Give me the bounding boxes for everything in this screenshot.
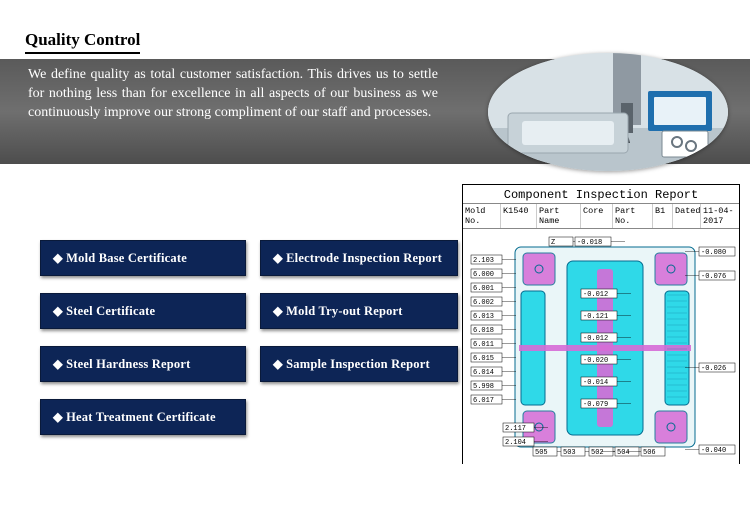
hdr-partname-label: Part Name xyxy=(537,204,581,228)
svg-text:5.998: 5.998 xyxy=(473,383,494,391)
svg-text:Z: Z xyxy=(551,239,555,247)
svg-text:-0.080: -0.080 xyxy=(701,249,726,257)
svg-text:504: 504 xyxy=(617,449,630,457)
svg-text:505: 505 xyxy=(535,449,548,457)
hdr-moldno-label: Mold No. xyxy=(463,204,501,228)
svg-text:6.013: 6.013 xyxy=(473,313,494,321)
button-group: ◆ Mold Base Certificate ◆ Steel Certifica… xyxy=(40,240,460,452)
report-title: Component Inspection Report xyxy=(463,185,739,203)
banner-text: We define quality as total customer sati… xyxy=(28,66,438,123)
svg-text:6.014: 6.014 xyxy=(473,369,494,377)
svg-text:6.000: 6.000 xyxy=(473,271,494,279)
svg-text:-0.121: -0.121 xyxy=(583,313,608,321)
report-header: Mold No. K1540 Part Name Core Part No. B… xyxy=(463,203,739,229)
svg-text:-0.014: -0.014 xyxy=(583,379,608,387)
hdr-partno-label: Part No. xyxy=(613,204,653,228)
qc-button[interactable]: ◆ Electrode Inspection Report xyxy=(260,240,458,276)
svg-text:6.011: 6.011 xyxy=(473,341,494,349)
svg-text:-0.079: -0.079 xyxy=(583,401,608,409)
qc-button[interactable]: ◆ Steel Certificate xyxy=(40,293,246,329)
hdr-partname-val: Core xyxy=(581,204,613,228)
hdr-dated-label: Dated xyxy=(673,204,701,228)
qc-button[interactable]: ◆ Mold Try-out Report xyxy=(260,293,458,329)
hdr-partno-val: B1 xyxy=(653,204,673,228)
svg-text:2.104: 2.104 xyxy=(505,439,526,447)
button-col-2: ◆ Electrode Inspection Report ◆ Mold Try-… xyxy=(260,240,460,399)
svg-text:-0.026: -0.026 xyxy=(701,365,726,373)
hdr-dated-val: 11-04-2017 xyxy=(701,204,739,228)
svg-text:-0.040: -0.040 xyxy=(701,447,726,455)
banner-photo xyxy=(488,53,728,171)
qc-button[interactable]: ◆ Steel Hardness Report xyxy=(40,346,246,382)
svg-text:-0.018: -0.018 xyxy=(577,239,602,247)
inspection-report: Component Inspection Report Mold No. K15… xyxy=(462,184,740,464)
button-col-1: ◆ Mold Base Certificate ◆ Steel Certifica… xyxy=(40,240,258,452)
banner: We define quality as total customer sati… xyxy=(0,59,750,164)
qc-button[interactable]: ◆ Mold Base Certificate xyxy=(40,240,246,276)
report-diagram: 2.103 6.000 6.001 6.002 6.013 6.018 6.011 6.015… xyxy=(463,229,739,471)
svg-text:6.001: 6.001 xyxy=(473,285,494,293)
svg-text:506: 506 xyxy=(643,449,656,457)
svg-text:6.018: 6.018 xyxy=(473,327,494,335)
qc-button[interactable]: ◆ Heat Treatment Certificate xyxy=(40,399,246,435)
svg-text:-0.012: -0.012 xyxy=(583,291,608,299)
svg-text:6.017: 6.017 xyxy=(473,397,494,405)
svg-text:2.117: 2.117 xyxy=(505,425,526,433)
svg-text:6.015: 6.015 xyxy=(473,355,494,363)
qc-button[interactable]: ◆ Sample Inspection Report xyxy=(260,346,458,382)
svg-text:-0.012: -0.012 xyxy=(583,335,608,343)
svg-text:6.002: 6.002 xyxy=(473,299,494,307)
svg-text:-0.076: -0.076 xyxy=(701,273,726,281)
page-title: Quality Control xyxy=(25,30,140,54)
svg-text:2.103: 2.103 xyxy=(473,257,494,265)
svg-text:503: 503 xyxy=(563,449,576,457)
svg-text:502: 502 xyxy=(591,449,604,457)
hdr-moldno-val: K1540 xyxy=(501,204,537,228)
svg-text:-0.020: -0.020 xyxy=(583,357,608,365)
